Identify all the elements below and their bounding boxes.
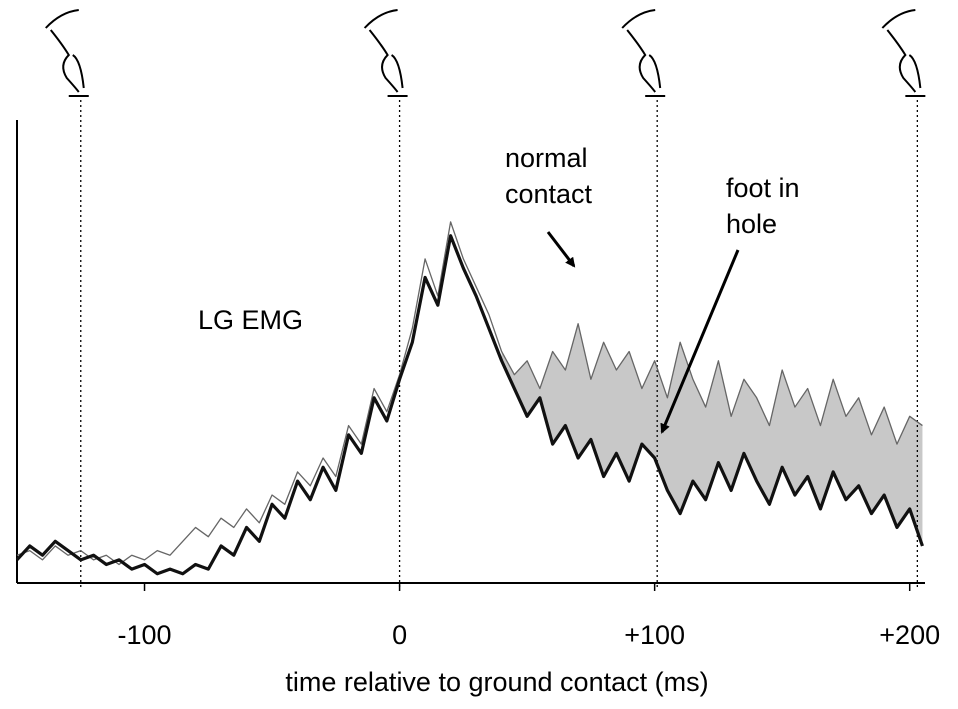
emg-line bbox=[16, 221, 923, 566]
x-tick-label: 0 bbox=[392, 620, 407, 650]
x-tick-label: +100 bbox=[624, 620, 685, 650]
annotation: foot in bbox=[726, 173, 800, 203]
foot-icon bbox=[45, 9, 89, 97]
emg-line bbox=[15, 234, 924, 576]
x-tick-label: +200 bbox=[879, 620, 940, 650]
annotation: LG EMG bbox=[198, 305, 303, 335]
foot-icon bbox=[363, 9, 408, 97]
annotation: hole bbox=[726, 209, 777, 239]
x-tick-label: -100 bbox=[118, 620, 172, 650]
annotation: normal bbox=[505, 143, 588, 173]
x-axis-title: time relative to ground contact (ms) bbox=[285, 667, 708, 697]
foot-icon bbox=[881, 9, 926, 97]
annotation: contact bbox=[505, 179, 593, 209]
difference-shade bbox=[501, 323, 923, 546]
arrow bbox=[546, 231, 576, 268]
arrow bbox=[660, 249, 740, 434]
foot-icon bbox=[621, 9, 666, 97]
